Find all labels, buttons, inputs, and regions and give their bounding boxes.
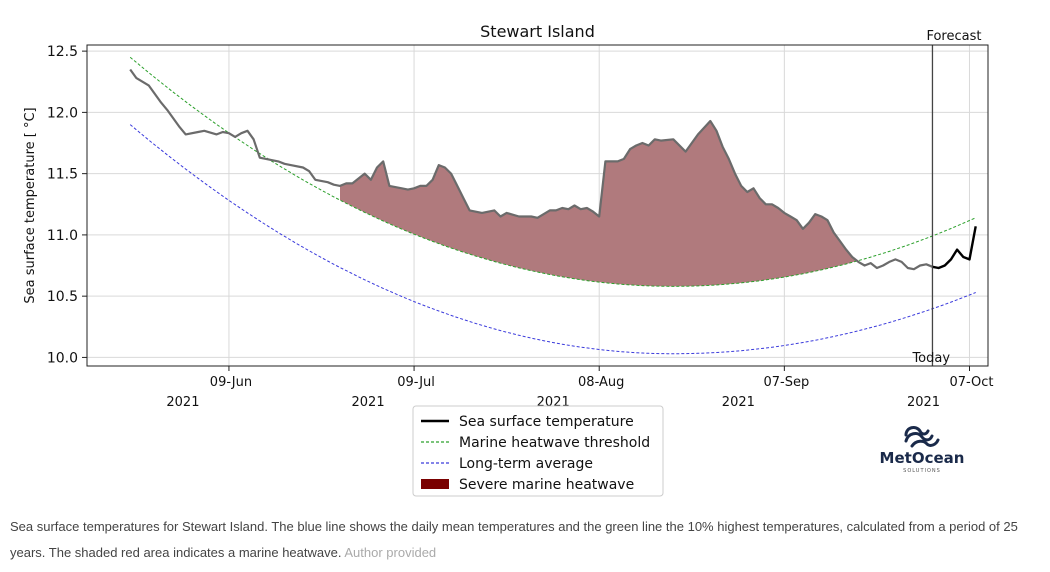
logo-name: MetOcean	[879, 449, 965, 467]
heatwave-area	[340, 121, 859, 287]
sst-forecast-line	[932, 226, 977, 270]
caption-text: Sea surface temperatures for Stewart Isl…	[10, 519, 1018, 560]
x-tick-label: 08-Aug	[578, 375, 624, 390]
legend-box	[412, 405, 664, 497]
caption-credit: Author provided	[344, 545, 437, 560]
metocean-logo-icon	[904, 426, 940, 448]
x-tick-year: 2021	[352, 395, 385, 410]
x-tick-label: 07-Oct	[949, 375, 993, 390]
chart-title: Stewart Island	[480, 22, 595, 41]
x-tick-label: 07-Sep	[763, 375, 809, 390]
x-tick-label: 09-Jul	[397, 375, 435, 390]
forecast-label: Forecast	[926, 29, 981, 44]
y-tick-label: 12.5	[47, 44, 78, 60]
y-tick-label: 10.5	[47, 289, 78, 305]
x-tick-year: 2021	[166, 395, 199, 410]
legend-label: Long-term average	[459, 456, 593, 472]
figure-caption: Sea surface temperatures for Stewart Isl…	[10, 514, 1020, 566]
metocean-logo: MetOcean SOLUTIONS	[872, 424, 972, 476]
legend-label: Sea surface temperature	[459, 414, 634, 430]
chart: Forecast Today 10.0 10.5 11.0 11.5 12.0 12.5 09-…	[23, 22, 994, 497]
legend-label: Marine heatwave threshold	[459, 435, 650, 451]
y-tick-label: 11.0	[47, 228, 78, 244]
legend-label: Severe marine heatwave	[459, 477, 634, 493]
average-line	[129, 124, 976, 355]
logo-sub: SOLUTIONS	[903, 468, 941, 474]
y-tick-label: 12.0	[47, 105, 78, 121]
plot-frame	[86, 44, 989, 367]
threshold-line	[129, 56, 976, 287]
x-tick-label: 09-Jun	[210, 375, 252, 390]
y-axis-label: Sea surface temperature [ °C]	[23, 107, 38, 303]
sst-line	[129, 68, 933, 271]
x-tick-year: 2021	[722, 395, 755, 410]
x-tick-year: 2021	[907, 395, 940, 410]
today-label: Today	[911, 351, 950, 366]
y-tick-label: 11.5	[47, 167, 78, 183]
legend-swatch	[421, 479, 449, 489]
y-tick-label: 10.0	[47, 350, 78, 366]
